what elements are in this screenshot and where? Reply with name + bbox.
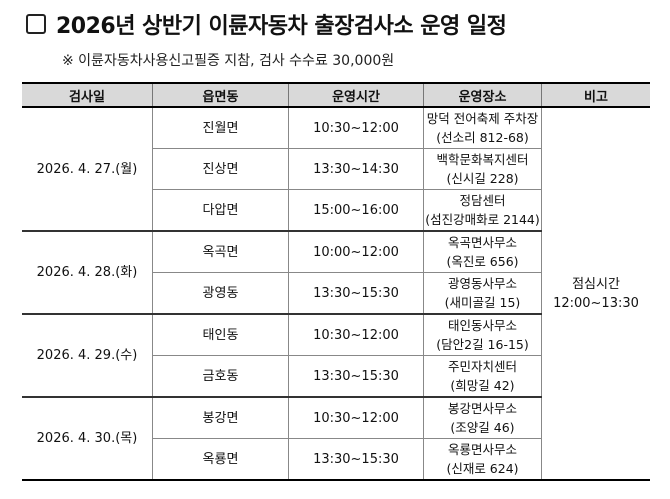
place-cell: 광영동사무소 (새미골길 15)	[423, 272, 542, 315]
place-cell: 망덕 전어축제 주차장 (선소리 812-68)	[423, 106, 542, 149]
header-place: 운영장소	[423, 82, 542, 108]
place-name: 옥곡면사무소	[447, 235, 517, 250]
town-cell: 태인동	[152, 313, 289, 356]
table-row: 다압면 15:00~16:00 정담센터 (섬진강매화로 2144)	[22, 189, 650, 232]
place-cell: 봉강면사무소 (조양길 46)	[423, 396, 542, 439]
header-date: 검사일	[22, 82, 153, 108]
table-row: 진상면 13:30~14:30 백학문화복지센터 (신시길 228)	[22, 148, 650, 190]
place-address: (조양길 46)	[450, 420, 515, 435]
town-cell: 진상면	[152, 148, 289, 190]
table-row: 2026. 4. 30.(목) 봉강면 10:30~12:00 봉강면사무소 (조양길 …	[22, 396, 650, 481]
time-cell: 10:00~12:00	[288, 230, 424, 273]
title-text: 2026년 상반기 이륜자동차 출장검사소 운영 일정	[56, 14, 507, 39]
place-cell: 옥곡면사무소 (옥진로 656)	[423, 230, 542, 273]
page-title: 2026년 상반기 이륜자동차 출장검사소 운영 일정	[26, 8, 507, 40]
place-address: (옥진로 656)	[446, 254, 519, 269]
table-row: 금호동 13:30~15:30 주민자치센터 (희망길 42)	[22, 355, 650, 398]
town-cell: 옥곡면	[152, 230, 289, 273]
time-cell: 13:30~14:30	[288, 148, 424, 190]
date-cell: 2026. 4. 29.(수)	[22, 313, 153, 398]
table-row: 2026. 4. 28.(화) 옥곡면 10:00~12:00 옥곡면사무소 (옥진로 …	[22, 230, 650, 315]
time-cell: 10:30~12:00	[288, 396, 424, 439]
town-cell: 광영동	[152, 272, 289, 315]
table-row: 옥룡면 13:30~15:30 옥룡면사무소 (신재로 624)	[22, 438, 650, 481]
place-name: 정담센터	[459, 193, 506, 208]
place-cell: 정담센터 (섬진강매화로 2144)	[423, 189, 542, 232]
town-cell: 옥룡면	[152, 438, 289, 481]
place-address: (담안2길 16-15)	[436, 337, 529, 352]
place-cell: 옥룡면사무소 (신재로 624)	[423, 438, 542, 481]
header-town: 읍면동	[152, 82, 289, 108]
place-name: 광영동사무소	[447, 276, 517, 291]
place-address: (신시길 228)	[446, 171, 519, 186]
date-cell: 2026. 4. 27.(월)	[22, 106, 153, 232]
time-cell: 13:30~15:30	[288, 355, 424, 398]
place-address: (새미골길 15)	[444, 295, 521, 310]
place-cell: 주민자치센터 (희망길 42)	[423, 355, 542, 398]
town-cell: 다압면	[152, 189, 289, 232]
time-cell: 10:30~12:00	[288, 106, 424, 149]
place-cell: 백학문화복지센터 (신시길 228)	[423, 148, 542, 190]
place-address: (희망길 42)	[450, 378, 515, 393]
place-address: (선소리 812-68)	[436, 130, 529, 145]
time-cell: 13:30~15:30	[288, 272, 424, 315]
table-row: 2026. 4. 27.(월) 진월면 10:30~12:00 망덕 전어축제 주차장…	[22, 106, 650, 481]
header-remark: 비고	[541, 82, 650, 108]
date-cell: 2026. 4. 30.(목)	[22, 396, 153, 481]
place-name: 봉강면사무소	[447, 401, 517, 416]
table-row: 광영동 13:30~15:30 광영동사무소 (새미골길 15)	[22, 272, 650, 315]
table-row: 2026. 4. 29.(수) 태인동 10:30~12:00 태인동사무소 (담안2길…	[22, 313, 650, 398]
place-name: 태인동사무소	[447, 318, 517, 333]
header-time: 운영시간	[288, 82, 424, 108]
place-address: (신재로 624)	[446, 461, 519, 476]
place-address: (섬진강매화로 2144)	[425, 212, 540, 227]
remark-time: 12:00~13:30	[553, 295, 639, 311]
time-cell: 15:00~16:00	[288, 189, 424, 232]
date-cell: 2026. 4. 28.(화)	[22, 230, 153, 315]
place-name: 옥룡면사무소	[447, 442, 517, 457]
note: ※ 이륜자동차사용신고필증 지참, 검사 수수료 30,000원	[62, 53, 395, 69]
place-name: 주민자치센터	[447, 359, 517, 374]
schedule-table: 검사일 읍면동 운영시간 운영장소 비고 2026. 4. 27.(월) 진월면 1…	[22, 82, 650, 481]
place-name: 망덕 전어축제 주차장	[426, 111, 539, 126]
place-name: 백학문화복지센터	[436, 152, 529, 167]
remark-cell: 점심시간 12:00~13:30	[541, 106, 650, 481]
checkbox-square-icon	[26, 14, 46, 34]
town-cell: 진월면	[152, 106, 289, 149]
place-cell: 태인동사무소 (담안2길 16-15)	[423, 313, 542, 356]
time-cell: 10:30~12:00	[288, 313, 424, 356]
town-cell: 봉강면	[152, 396, 289, 439]
time-cell: 13:30~15:30	[288, 438, 424, 481]
remark-label: 점심시간	[572, 276, 620, 292]
town-cell: 금호동	[152, 355, 289, 398]
